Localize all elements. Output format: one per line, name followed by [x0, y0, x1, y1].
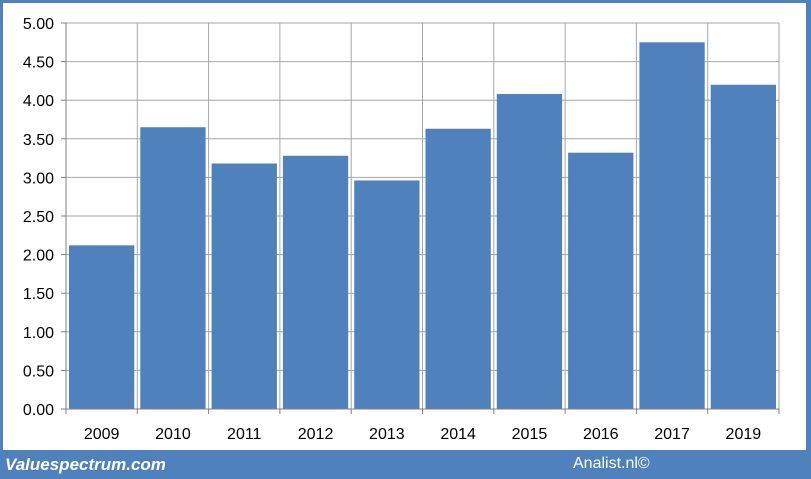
- bar-2014: [425, 128, 491, 409]
- bar-2017: [639, 42, 705, 410]
- x-tick-label: 2016: [583, 426, 619, 443]
- x-tick-label: 2010: [155, 426, 191, 443]
- bar-2015: [496, 94, 563, 410]
- y-tick-label: 4.50: [23, 55, 54, 72]
- x-tick-label: 2011: [227, 426, 262, 443]
- bars: [69, 42, 776, 410]
- bar-2012: [282, 155, 349, 409]
- x-tick-label: 2017: [654, 426, 690, 443]
- y-tick-label: 1.00: [23, 325, 54, 342]
- tick-labels: 0.00 0.50 1.00 1.50 2.00 2.50 3.00 3.50 4.00 4.50…: [23, 16, 761, 443]
- y-tick-label: 0.50: [23, 363, 54, 380]
- brand-label: Valuespectrum.com: [5, 455, 166, 474]
- y-tick-label: 4.00: [23, 93, 54, 110]
- bar-2013: [354, 180, 420, 409]
- copyright-label: Analist.nl©: [573, 455, 650, 472]
- y-tick-label: 3.00: [23, 170, 54, 187]
- y-tick-label: 2.00: [23, 248, 54, 265]
- footer: Valuespectrum.com Analist.nl©: [0, 450, 811, 479]
- bar-chart: 0.00 0.50 1.00 1.50 2.00 2.50 3.00 3.50 4.00 4.50…: [23, 16, 780, 443]
- y-tick-label: 3.50: [23, 132, 54, 149]
- bar-2010: [140, 127, 206, 409]
- x-tick-label: 2013: [369, 426, 405, 443]
- x-tick-label: 2014: [440, 426, 476, 443]
- x-tick-label: 2015: [512, 426, 548, 443]
- y-tick-label: 2.50: [23, 209, 54, 226]
- bar-2011: [211, 163, 277, 409]
- chart-area: 0.00 0.50 1.00 1.50 2.00 2.50 3.00 3.50 4.00 4.50…: [3, 3, 806, 450]
- x-tick-label: 2019: [726, 426, 762, 443]
- y-tick-label: 1.50: [23, 286, 54, 303]
- y-tick-label: 0.00: [23, 402, 54, 419]
- bar-2016: [568, 152, 634, 410]
- bar-2009: [69, 245, 135, 409]
- x-tick-label: 2012: [298, 426, 334, 443]
- bar-2019: [710, 84, 776, 409]
- axes: [61, 22, 780, 414]
- y-tick-label: 5.00: [23, 16, 54, 33]
- x-tick-label: 2009: [84, 426, 120, 443]
